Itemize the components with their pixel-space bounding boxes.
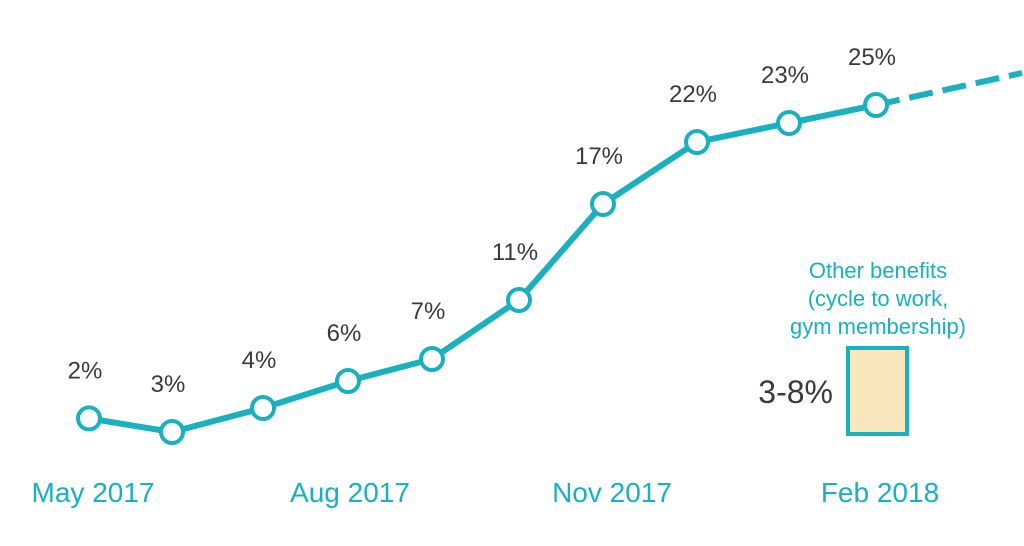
range-box [846, 346, 909, 436]
trend-projection-dashed [875, 70, 1023, 108]
value-labels-layer: 2% 3% 4% 6% 7% 11% 17% 22% 23% 25% [68, 44, 896, 398]
series-layer [86, 70, 1023, 435]
points-layer [76, 92, 889, 445]
data-point-10 [863, 92, 889, 118]
value-label-2: 3% [151, 371, 186, 398]
value-label-5: 7% [411, 298, 446, 325]
data-point-7 [590, 191, 616, 217]
value-label-3: 4% [242, 347, 277, 374]
data-point-4 [335, 368, 361, 394]
value-label-4: 6% [327, 320, 362, 347]
value-label-7: 17% [575, 143, 623, 170]
value-label-1: 2% [68, 357, 103, 384]
x-tick-label-1: May 2017 [32, 477, 155, 508]
data-point-5 [419, 346, 445, 372]
x-tick-label-3: Nov 2017 [552, 477, 672, 508]
value-label-10: 25% [848, 44, 896, 71]
trend-line [86, 102, 879, 435]
data-point-9 [776, 110, 802, 136]
data-point-6 [506, 287, 532, 313]
range-label: 3-8% [758, 374, 833, 410]
x-tick-label-4: Feb 2018 [821, 477, 939, 508]
data-point-1 [76, 405, 102, 432]
data-point-2 [159, 419, 185, 445]
value-label-8: 22% [669, 81, 717, 108]
value-label-9: 23% [761, 62, 809, 89]
data-point-8 [684, 129, 710, 155]
x-tick-label-2: Aug 2017 [290, 477, 410, 508]
annotation-line-1: Other benefits [809, 258, 947, 283]
data-point-3 [250, 395, 276, 421]
value-label-6: 11% [492, 239, 538, 266]
benefits-annotation: Other benefits (cycle to work, gym membe… [758, 258, 966, 436]
annotation-line-3: gym membership) [790, 314, 966, 339]
annotation-line-2: (cycle to work, [808, 286, 949, 311]
x-axis-labels: May 2017 Aug 2017 Nov 2017 Feb 2018 [32, 477, 940, 508]
